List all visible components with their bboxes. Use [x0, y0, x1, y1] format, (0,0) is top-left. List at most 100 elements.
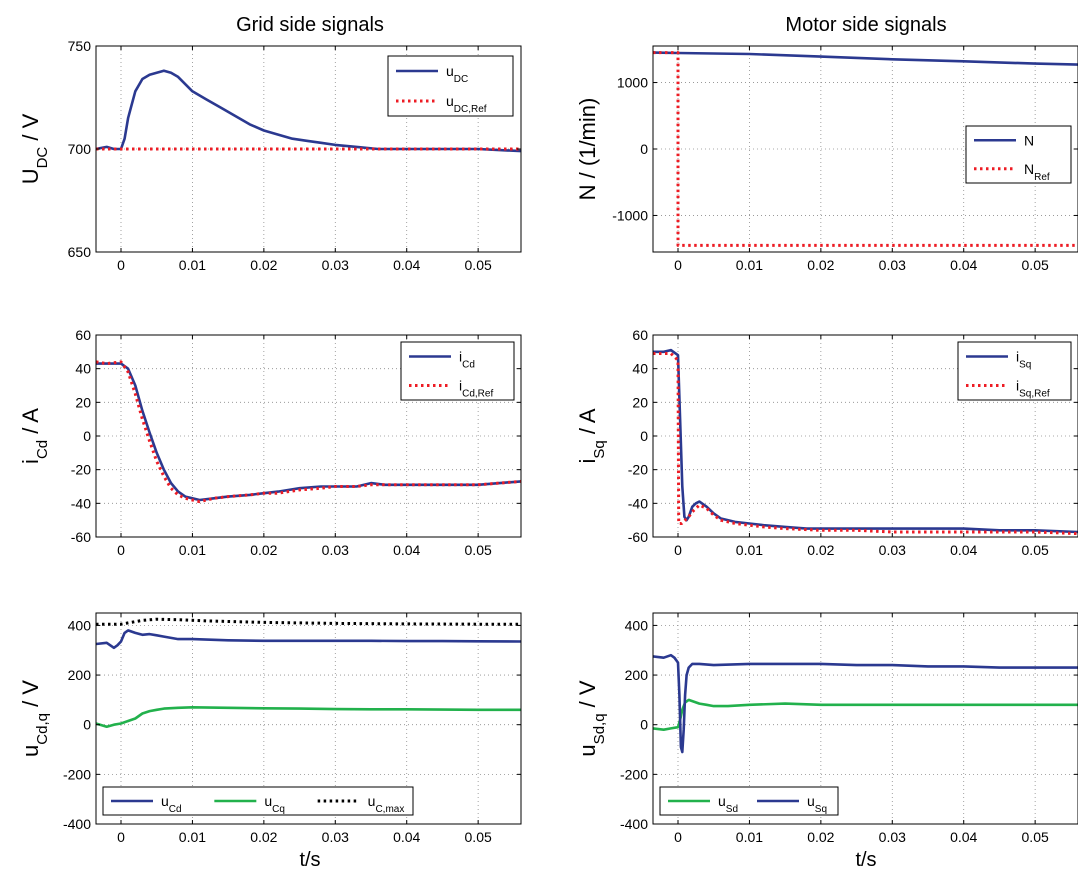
legend: iCd iCd,Ref	[400, 341, 515, 401]
series-line-1	[653, 653, 1078, 754]
y-axis-label: iSq / A	[575, 408, 608, 463]
y-tick-label: 0	[640, 428, 648, 444]
legend-box	[102, 786, 414, 816]
y-axis-label: uSd,q / V	[575, 680, 608, 756]
legend-label: uSq	[807, 793, 827, 815]
axes-frame	[652, 612, 1078, 825]
legend-label: uDC	[446, 63, 468, 85]
legend-box	[957, 341, 1072, 401]
x-tick-label: 0.03	[322, 542, 349, 558]
x-tick-label: 0	[117, 829, 125, 845]
x-tick-label: 0.03	[879, 257, 906, 273]
x-tick-label: 0.03	[322, 829, 349, 845]
x-tick-label: 0.02	[807, 829, 834, 845]
y-tick-label: 0	[83, 717, 91, 733]
series-line-1	[96, 705, 521, 729]
series-line-2	[96, 617, 521, 626]
chart-ucdq: 0 0.01 0.02 0.03 0.04 0.05 -400 -200 0 200 400 uCd,…	[18, 612, 522, 845]
legend-box	[387, 55, 514, 117]
x-tick-label: 0.02	[807, 257, 834, 273]
x-tick-label: 0.02	[250, 257, 277, 273]
x-tick-label: 0.01	[736, 829, 763, 845]
y-tick-label: 60	[632, 327, 648, 343]
chart-usdq: 0 0.01 0.02 0.03 0.04 0.05 -400 -200 0 200 400 uSd,…	[575, 612, 1078, 845]
x-tick-label: 0.03	[879, 829, 906, 845]
y-tick-label: -40	[628, 495, 648, 511]
x-tick-label: 0	[117, 257, 125, 273]
y-tick-label: -60	[628, 529, 648, 545]
y-tick-label: 400	[625, 617, 649, 633]
x-tick-label: 0.05	[1022, 542, 1049, 558]
x-tick-label: 0.04	[393, 829, 420, 845]
x-tick-label: 0.04	[393, 542, 420, 558]
y-tick-label: -200	[620, 766, 648, 782]
x-tick-label: 0	[674, 542, 682, 558]
series-line-1	[653, 352, 1078, 536]
legend-label: uDC,Ref	[446, 93, 487, 115]
y-tick-label: 200	[68, 667, 92, 683]
y-axis-label: UDC / V	[18, 113, 51, 184]
x-tick-label: 0.04	[393, 257, 420, 273]
y-tick-label: 0	[640, 717, 648, 733]
y-tick-label: 0	[640, 141, 648, 157]
chart-speed: 0 0.01 0.02 0.03 0.04 0.05 -1000 0 1000 N / (1/mi…	[575, 45, 1078, 273]
y-tick-label: 40	[75, 361, 91, 377]
legend-box	[400, 341, 515, 401]
legend: iSq iSq,Ref	[957, 341, 1072, 401]
legend: N NRef	[965, 125, 1072, 184]
chart-isq: 0 0.01 0.02 0.03 0.04 0.05 -60 -40 -20 0 20 40 60 iSq…	[575, 327, 1078, 558]
legend-box	[965, 125, 1072, 184]
series-line-0	[96, 629, 521, 650]
axes-frame	[95, 612, 522, 825]
chart-panels: 0 0.01 0.02 0.03 0.04 0.05 650 700 750 UDC / V uDC…	[18, 38, 1078, 845]
x-tick-label: 0	[674, 829, 682, 845]
y-tick-label: -60	[71, 529, 91, 545]
x-tick-label: 0.03	[879, 542, 906, 558]
x-tick-label: 0.05	[1022, 257, 1049, 273]
y-tick-label: 1000	[617, 75, 648, 91]
x-tick-label: 0.01	[736, 257, 763, 273]
legend-label: uCd	[161, 793, 182, 815]
y-tick-label: 40	[632, 361, 648, 377]
x-tick-label: 0.04	[950, 257, 977, 273]
y-tick-label: 20	[632, 394, 648, 410]
y-tick-label: -400	[63, 816, 91, 832]
y-tick-label: 0	[83, 428, 91, 444]
x-tick-label: 0.02	[250, 542, 277, 558]
x-tick-label: 0.05	[465, 257, 492, 273]
series-line-0	[96, 362, 521, 502]
y-tick-label: 20	[75, 394, 91, 410]
x-tick-label: 0.02	[807, 542, 834, 558]
x-tick-label: 0.01	[179, 542, 206, 558]
x-tick-label: 0.01	[179, 829, 206, 845]
series-line-0	[96, 69, 521, 153]
y-tick-label: 750	[68, 38, 92, 54]
right-x-axis-label: t/s	[855, 849, 876, 871]
series-line-1	[96, 360, 521, 504]
x-tick-label: 0.04	[950, 829, 977, 845]
legend-label: NRef	[1024, 161, 1050, 183]
x-tick-label: 0.01	[179, 257, 206, 273]
y-axis-label: N / (1/min)	[575, 98, 600, 201]
y-tick-label: -1000	[612, 207, 648, 223]
legend-label: iCd,Ref	[459, 378, 493, 400]
y-axis-label: uCd,q / V	[18, 680, 51, 757]
y-tick-label: -20	[628, 462, 648, 478]
y-tick-label: -20	[71, 462, 91, 478]
legend-label: N	[1024, 132, 1034, 148]
x-tick-label: 0.05	[465, 829, 492, 845]
y-tick-label: 650	[68, 244, 92, 260]
x-tick-label: 0	[117, 542, 125, 558]
y-tick-label: -40	[71, 495, 91, 511]
legend-label: iCd	[459, 349, 475, 371]
legend-label: uSd	[718, 793, 738, 815]
legend-label: iSq,Ref	[1016, 378, 1050, 400]
x-tick-label: 0.03	[322, 257, 349, 273]
x-tick-label: 0	[674, 257, 682, 273]
y-tick-label: 60	[75, 327, 91, 343]
x-tick-label: 0.05	[465, 542, 492, 558]
legend-label: uCq	[264, 793, 285, 815]
y-tick-label: 400	[68, 617, 92, 633]
x-tick-label: 0.04	[950, 542, 977, 558]
